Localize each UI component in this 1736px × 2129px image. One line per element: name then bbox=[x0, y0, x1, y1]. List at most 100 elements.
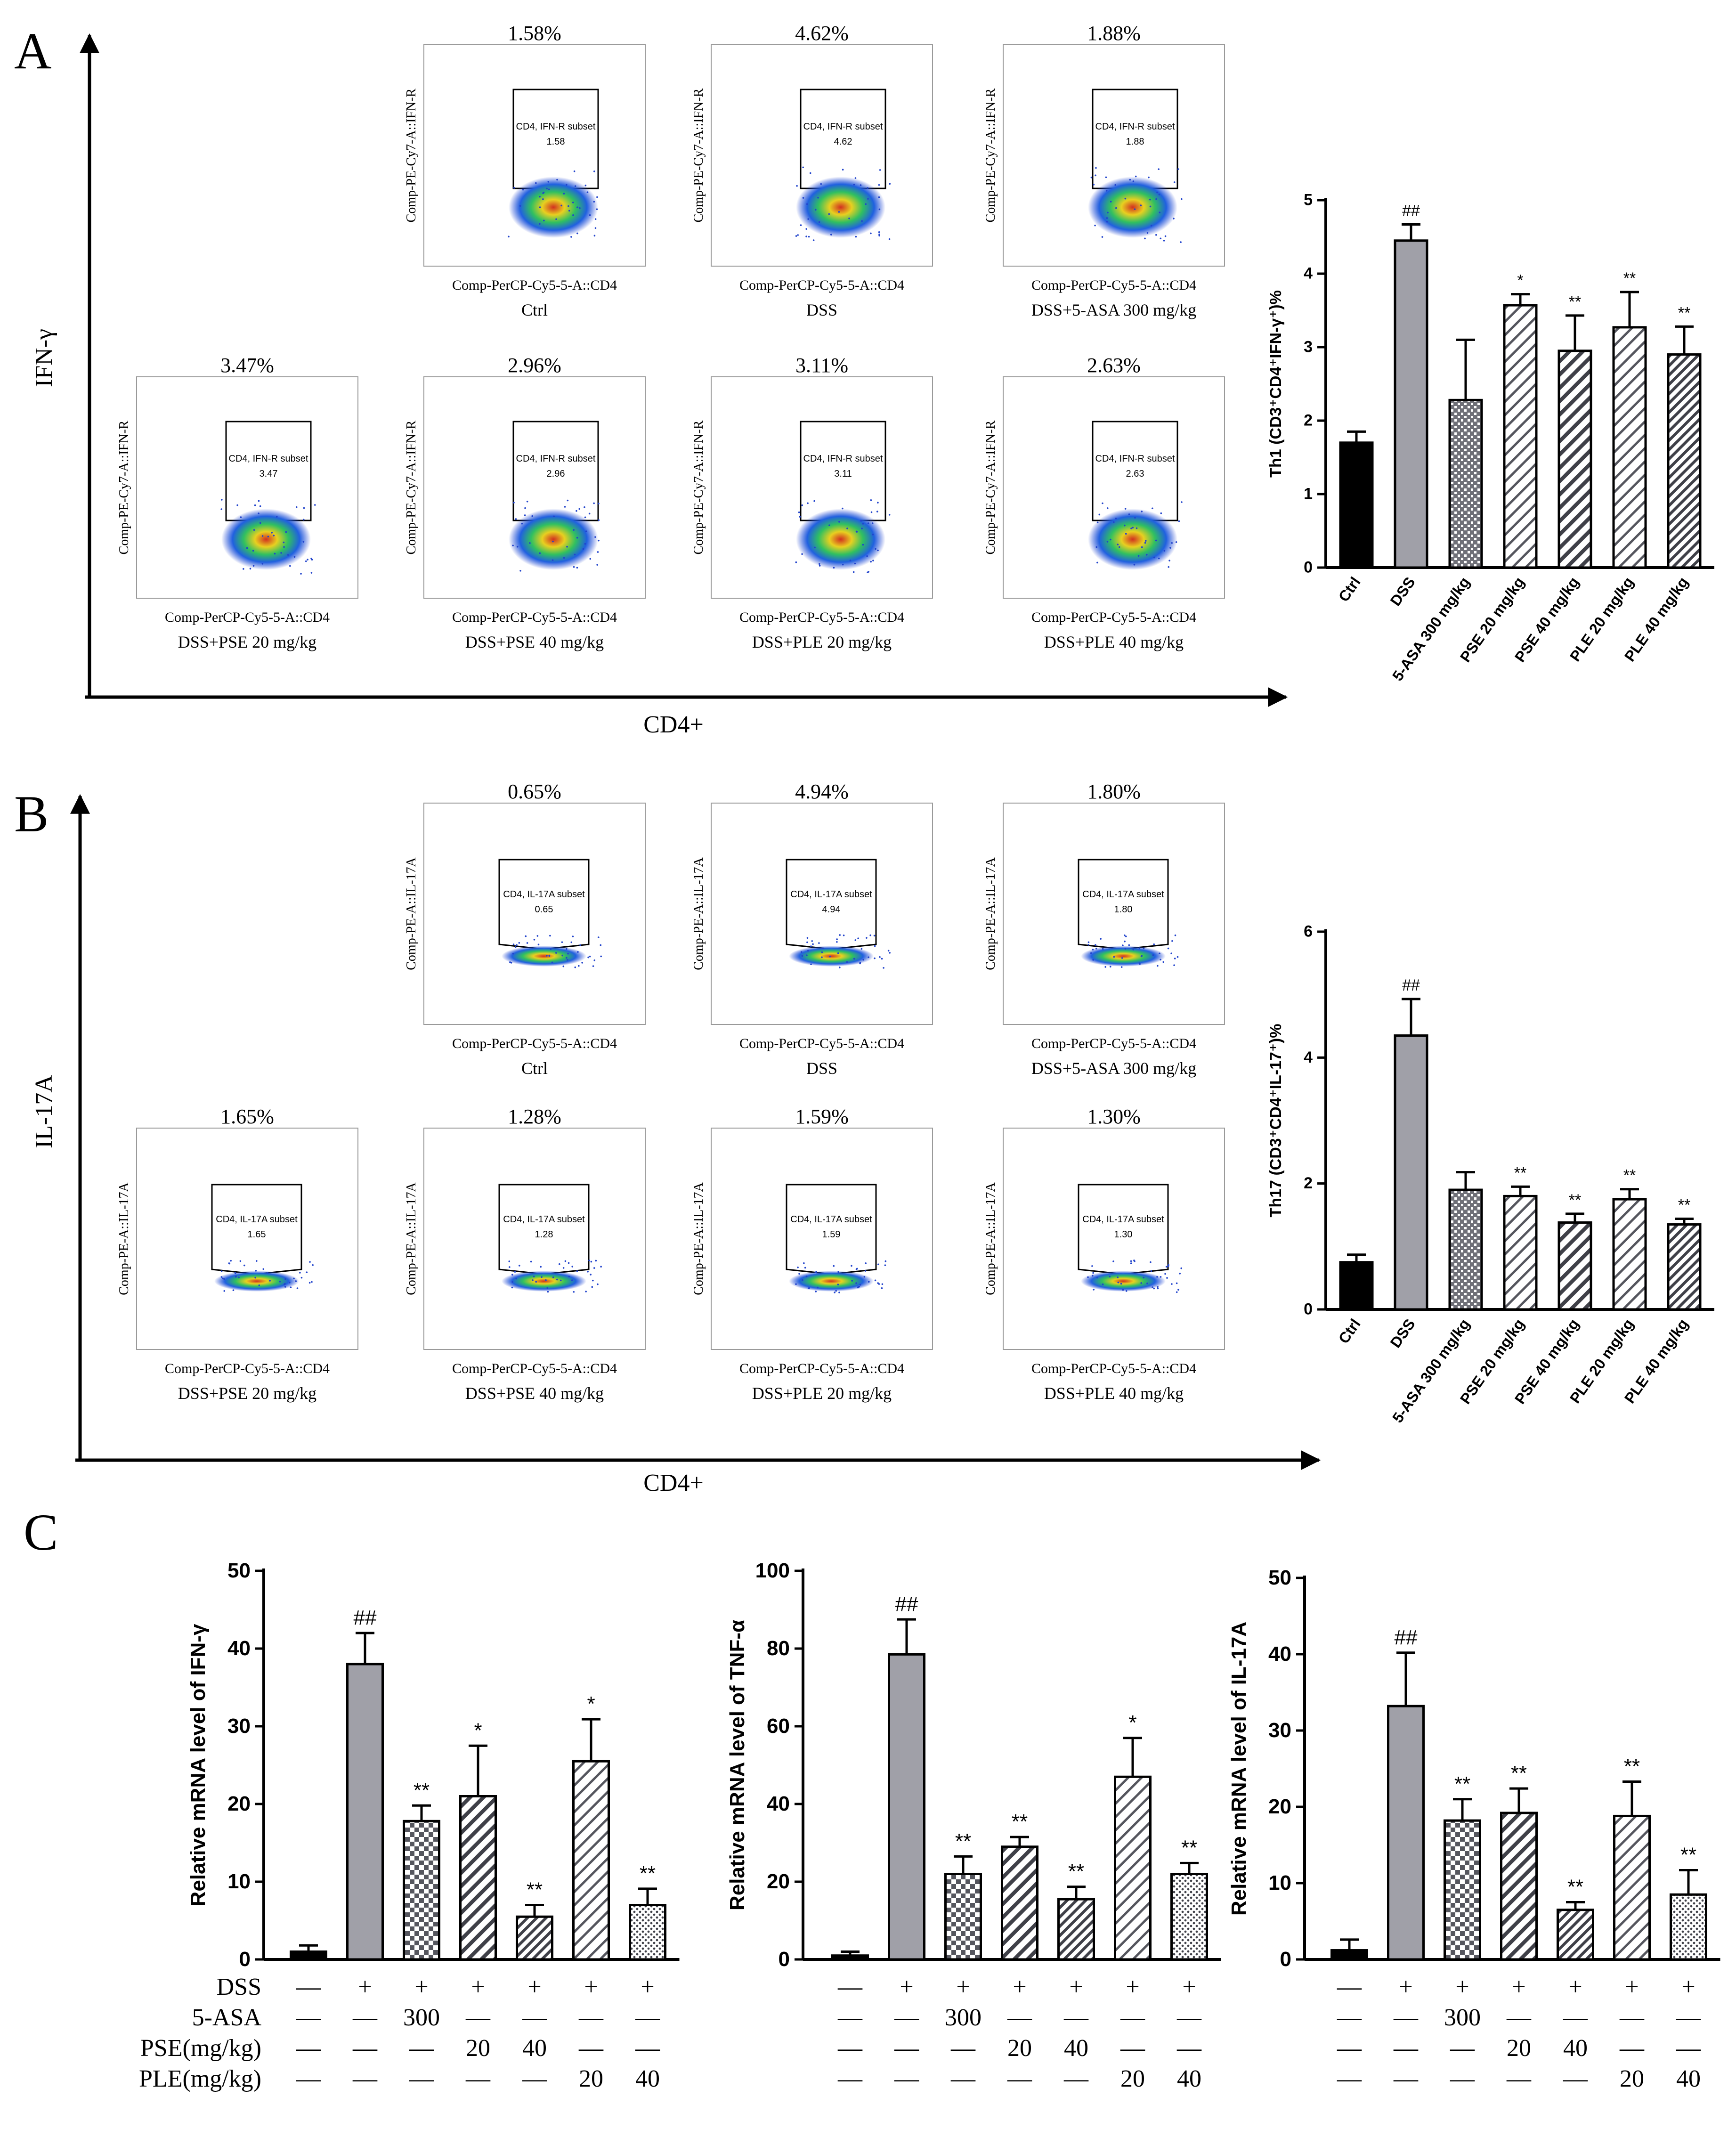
panel-b-event-dot bbox=[1122, 944, 1124, 946]
panel-a-event-dot bbox=[556, 179, 558, 181]
panel-a-event-dot bbox=[259, 522, 261, 524]
panel-b-group-label: DSS+PSE 40 mg/kg bbox=[465, 1384, 604, 1403]
panel-a-event-dot bbox=[302, 541, 305, 543]
panel-b-event-dot bbox=[1177, 1289, 1179, 1291]
panel-b-event-dot bbox=[262, 1268, 265, 1270]
panel-a-group-label: DSS+5-ASA 300 mg/kg bbox=[1031, 301, 1196, 319]
panel-a-event-dot bbox=[1095, 174, 1096, 177]
panel-b-event-dot bbox=[805, 1276, 808, 1277]
panel-a-event-dot bbox=[546, 187, 548, 190]
panel-a-event-dot bbox=[854, 562, 856, 565]
panel-b-event-dot bbox=[562, 1267, 565, 1269]
th17-bar bbox=[1558, 1221, 1592, 1311]
panel-b-event-dot bbox=[232, 1289, 235, 1292]
il17a-significance-mark: ** bbox=[1624, 1755, 1640, 1778]
panel-a-event-dot bbox=[1178, 520, 1180, 522]
panel-a-event-dot bbox=[797, 234, 799, 236]
panel-b-event-dot bbox=[561, 941, 563, 943]
ifng-y-tick-label: 10 bbox=[227, 1870, 251, 1893]
panel-b-event-dot bbox=[1165, 1266, 1168, 1268]
panel-b-event-dot bbox=[806, 937, 809, 939]
panel-a-gate-name: CD4, IFN-R subset bbox=[516, 454, 596, 464]
table-cell: — bbox=[1619, 2035, 1645, 2062]
panel-b-event-dot bbox=[533, 939, 535, 941]
table-cell: 20 bbox=[466, 2035, 490, 2062]
panel-b-event-dot bbox=[530, 1260, 532, 1263]
panel-b-event-dot bbox=[588, 1260, 590, 1261]
panel-a-event-dot bbox=[842, 563, 844, 566]
panel-b-plot-4: 1.65%Comp-PE-A::IL-17AComp-PerCP-Cy5-5-A… bbox=[117, 1105, 358, 1403]
panel-a-label: A bbox=[14, 22, 51, 80]
panel-a-event-dot bbox=[246, 547, 248, 549]
panel-b-event-dot bbox=[589, 955, 591, 958]
tnfa-y-tick-label: 80 bbox=[767, 1637, 790, 1660]
il17a-mrna-bar-chart: 0 10 20 30 40 50 Relative mRNA level of IL-17A… bbox=[1227, 1566, 1720, 1971]
panel-b-event-dot bbox=[811, 940, 813, 942]
panel-a-event-dot bbox=[563, 557, 565, 559]
panel-a-plot-ylabel: Comp-PE-Cy7-A::IFN-R bbox=[404, 88, 419, 222]
panel-a-event-dot bbox=[594, 227, 597, 229]
tnfa-bar bbox=[1114, 1775, 1152, 1961]
table-cell: 300 bbox=[403, 2004, 440, 2031]
panel-a-cell-cloud bbox=[1088, 509, 1177, 570]
panel-a-event-dot bbox=[574, 185, 576, 187]
panel-a-event-dot bbox=[596, 208, 598, 210]
panel-b-event-dot bbox=[838, 1292, 840, 1293]
panel-a-event-dot bbox=[568, 210, 570, 212]
th1-y-tick-label: 1 bbox=[1304, 485, 1313, 503]
table-cell: — bbox=[578, 2004, 604, 2031]
panel-a-event-dot bbox=[1158, 168, 1160, 170]
il17a-y-axis-title: Relative mRNA level of IL-17A bbox=[1227, 1622, 1250, 1916]
panel-b-event-dot bbox=[593, 1267, 595, 1269]
panel-b-gate-value: 1.59 bbox=[822, 1229, 841, 1240]
panel-a-event-dot bbox=[1158, 557, 1160, 560]
ifng-bar bbox=[629, 1904, 666, 1961]
th17-significance-mark: ** bbox=[1569, 1191, 1581, 1209]
panel-a-event-dot bbox=[1152, 507, 1153, 510]
table-cell: — bbox=[1506, 2004, 1532, 2031]
panel-b-event-dot bbox=[511, 1274, 513, 1276]
panel-a-cell-cloud bbox=[509, 177, 598, 238]
th17-bar bbox=[1394, 1034, 1428, 1311]
panel-b-event-dot bbox=[881, 958, 883, 960]
panel-a-event-dot bbox=[254, 504, 256, 506]
panel-b-plot-frame bbox=[136, 1128, 358, 1350]
panel-b-event-dot bbox=[1157, 1286, 1159, 1288]
panel-a-event-dot bbox=[573, 529, 575, 531]
panel-b-event-dot bbox=[309, 1261, 311, 1263]
panel-a-event-dot bbox=[878, 233, 880, 236]
panel-a-event-dot bbox=[1094, 224, 1096, 227]
panel-a-event-dot bbox=[220, 508, 223, 510]
panel-b-event-dot bbox=[1166, 1277, 1168, 1279]
panel-b-event-dot bbox=[1109, 1276, 1111, 1278]
panel-b-percent: 1.28% bbox=[508, 1105, 561, 1128]
panel-b-event-dot bbox=[254, 1276, 256, 1279]
panel-b-event-dot bbox=[518, 942, 520, 944]
panel-b-gate-value: 1.28 bbox=[535, 1229, 553, 1240]
panel-a-plot-1: 1.58%Comp-PE-Cy7-A::IFN-RComp-PerCP-Cy5-… bbox=[404, 22, 646, 319]
panel-a-event-dot bbox=[1130, 527, 1132, 529]
panel-a-event-dot bbox=[1156, 191, 1158, 194]
panel-b-gate-value: 1.30 bbox=[1114, 1229, 1133, 1240]
panel-b-event-dot bbox=[859, 962, 861, 965]
panel-a-event-dot bbox=[574, 553, 576, 556]
panel-a-event-dot bbox=[258, 500, 260, 502]
table-cell: 40 bbox=[522, 2035, 547, 2062]
panel-b-event-dot bbox=[1173, 964, 1175, 967]
il17a-y-tick-label: 20 bbox=[1268, 1795, 1291, 1818]
panel-b-event-dot bbox=[1109, 966, 1111, 968]
panel-a-event-dot bbox=[1144, 237, 1146, 240]
th17-significance-mark: ** bbox=[1623, 1167, 1636, 1185]
panel-b-plot-frame bbox=[711, 1128, 933, 1350]
panel-b-event-dot bbox=[865, 1262, 867, 1264]
table-cell: — bbox=[578, 2035, 604, 2062]
panel-a-event-dot bbox=[1095, 546, 1098, 548]
table-cell: — bbox=[837, 2065, 863, 2092]
panel-b-event-dot bbox=[889, 952, 891, 954]
panel-a-event-dot bbox=[814, 209, 817, 211]
table-row-label: DSS bbox=[217, 1974, 261, 2000]
panel-b-event-dot bbox=[857, 937, 859, 939]
panel-a-plot-7: 2.63%Comp-PE-Cy7-A::IFN-RComp-PerCP-Cy5-… bbox=[983, 354, 1225, 651]
table-cell: 20 bbox=[579, 2065, 603, 2092]
panel-b-event-dot bbox=[851, 1280, 853, 1282]
